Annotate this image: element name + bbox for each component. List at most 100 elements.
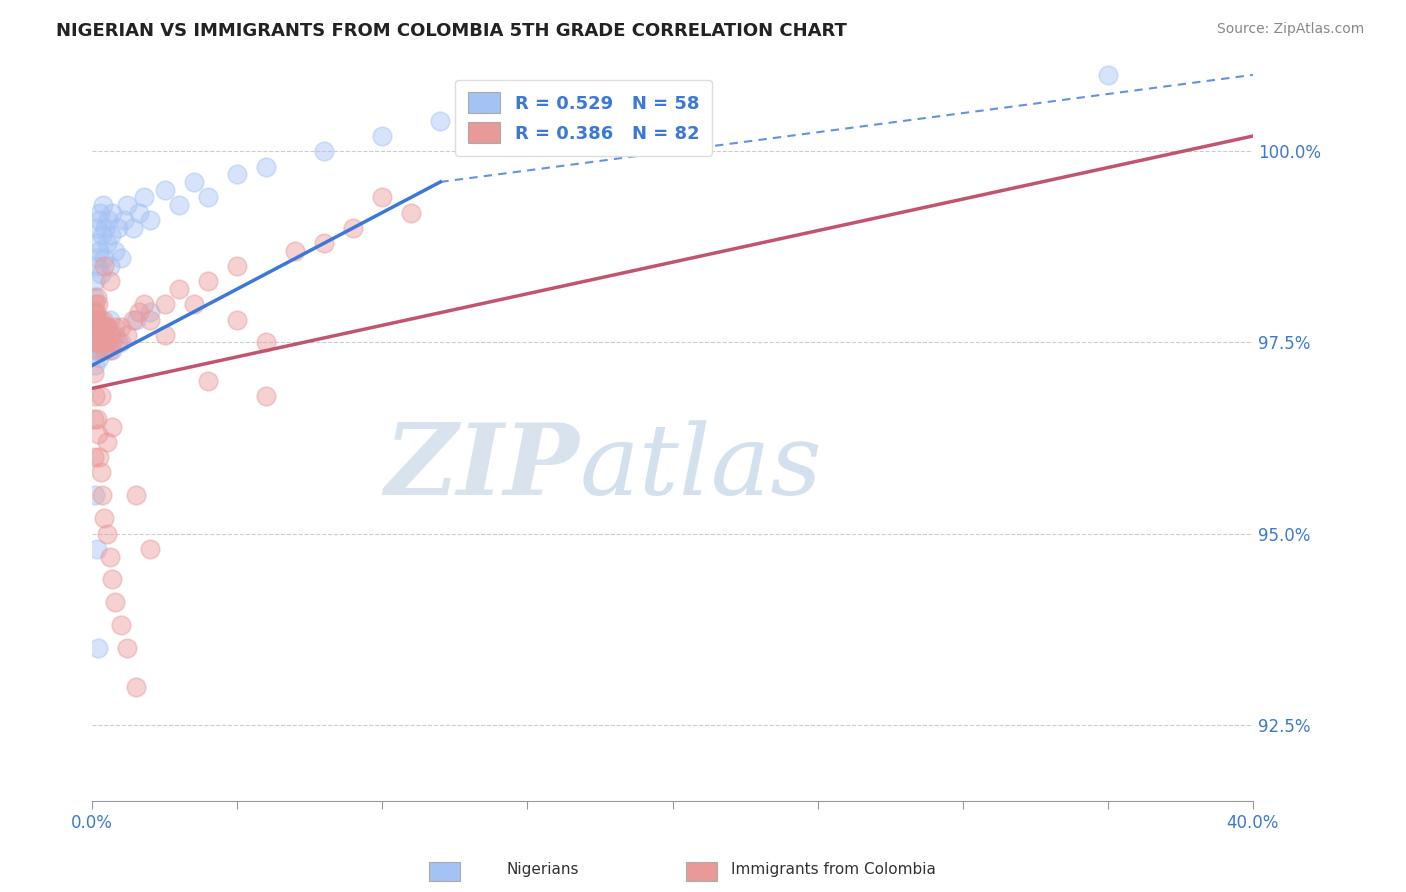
Point — [371, 129, 394, 144]
Point — [93, 327, 115, 342]
Point — [94, 343, 117, 358]
Point — [90, 466, 112, 480]
Point — [183, 175, 205, 189]
Point — [84, 359, 107, 373]
Point — [83, 450, 105, 465]
Point — [110, 618, 132, 632]
Point — [139, 305, 162, 319]
Point — [96, 335, 118, 350]
Point — [83, 335, 105, 350]
Point — [153, 183, 176, 197]
Point — [98, 343, 121, 358]
Point — [87, 335, 110, 350]
Point — [134, 190, 156, 204]
Point — [139, 312, 162, 326]
Point — [84, 389, 107, 403]
Point — [110, 320, 132, 334]
Point — [153, 297, 176, 311]
Point — [86, 290, 108, 304]
Point — [314, 145, 336, 159]
Point — [86, 343, 108, 358]
Point — [84, 488, 107, 502]
Point — [93, 252, 115, 266]
Point — [89, 244, 111, 258]
Point — [167, 282, 190, 296]
Point — [98, 274, 121, 288]
Point — [87, 213, 110, 227]
Point — [107, 220, 129, 235]
Point — [104, 595, 127, 609]
Point — [86, 343, 108, 358]
Point — [86, 236, 108, 251]
Point — [254, 389, 277, 403]
Point — [84, 274, 107, 288]
Point — [89, 351, 111, 365]
Point — [401, 205, 423, 219]
Point — [134, 297, 156, 311]
Point — [167, 198, 190, 212]
Point — [254, 160, 277, 174]
Point — [87, 427, 110, 442]
Point — [91, 198, 114, 212]
Point — [90, 267, 112, 281]
Point — [226, 167, 249, 181]
Point — [125, 488, 148, 502]
Point — [94, 320, 117, 334]
Point — [84, 305, 107, 319]
Point — [98, 312, 121, 326]
Point — [96, 434, 118, 449]
Point — [83, 305, 105, 319]
Point — [128, 305, 150, 319]
Point — [98, 549, 121, 564]
Point — [110, 252, 132, 266]
Point — [101, 573, 124, 587]
Point — [139, 213, 162, 227]
Point — [91, 343, 114, 358]
Point — [115, 327, 138, 342]
Point — [101, 419, 124, 434]
Point — [93, 259, 115, 273]
Point — [125, 680, 148, 694]
Point — [96, 526, 118, 541]
Point — [96, 236, 118, 251]
Point — [89, 312, 111, 326]
Point — [87, 259, 110, 273]
Point — [254, 335, 277, 350]
Point — [93, 327, 115, 342]
Point — [94, 220, 117, 235]
Point — [104, 327, 127, 342]
Point — [86, 412, 108, 426]
Point — [110, 335, 132, 350]
Point — [86, 312, 108, 326]
Point — [83, 327, 105, 342]
Text: Immigrants from Colombia: Immigrants from Colombia — [731, 863, 936, 877]
Point — [197, 190, 219, 204]
Point — [87, 641, 110, 656]
Point — [121, 220, 143, 235]
Point — [93, 511, 115, 525]
Point — [121, 312, 143, 326]
Text: Source: ZipAtlas.com: Source: ZipAtlas.com — [1216, 22, 1364, 37]
Point — [87, 327, 110, 342]
Point — [197, 274, 219, 288]
Point — [91, 228, 114, 243]
Point — [101, 335, 124, 350]
Point — [139, 541, 162, 556]
Point — [91, 335, 114, 350]
Point — [100, 327, 122, 342]
Point — [226, 259, 249, 273]
Point — [112, 213, 135, 227]
Point — [87, 320, 110, 334]
Point — [90, 320, 112, 334]
Legend: R = 0.529   N = 58, R = 0.386   N = 82: R = 0.529 N = 58, R = 0.386 N = 82 — [456, 79, 711, 156]
Point — [86, 312, 108, 326]
Point — [115, 198, 138, 212]
Text: ZIP: ZIP — [385, 419, 579, 516]
Point — [83, 412, 105, 426]
Point — [93, 335, 115, 350]
Point — [429, 113, 451, 128]
Point — [371, 190, 394, 204]
Point — [107, 335, 129, 350]
Point — [115, 641, 138, 656]
Point — [284, 244, 307, 258]
